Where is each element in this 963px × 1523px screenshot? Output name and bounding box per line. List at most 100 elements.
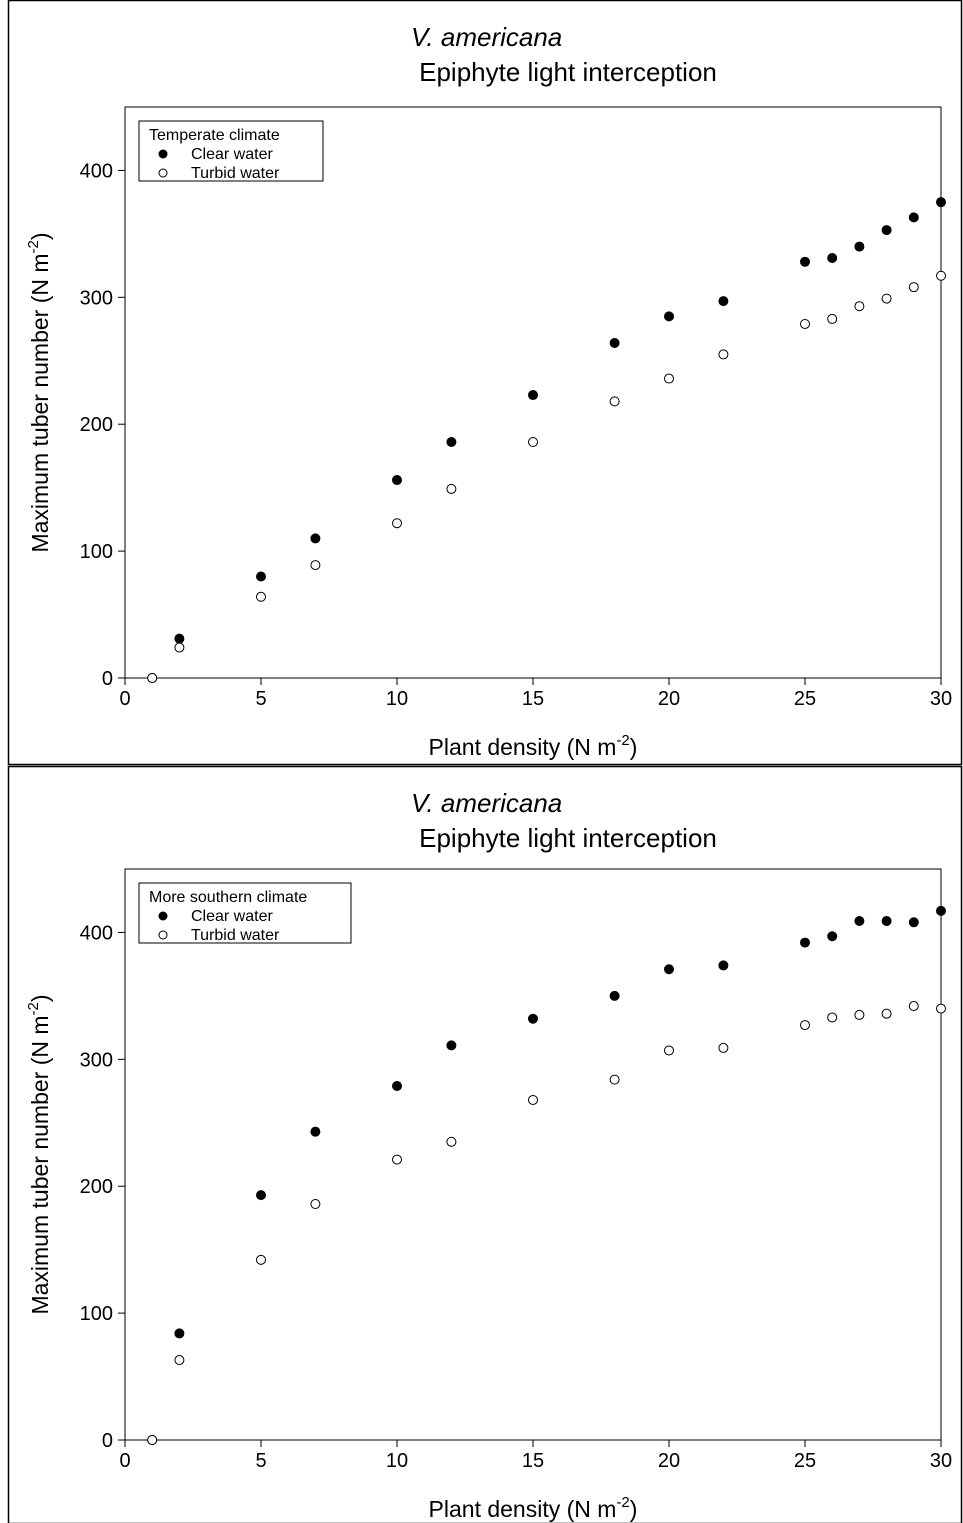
y-tick-label: 400: [80, 160, 113, 182]
data-point: [800, 1020, 810, 1031]
data-point: [446, 436, 457, 447]
data-point: [908, 917, 919, 928]
data-point: [392, 475, 402, 486]
legend-label: Clear water: [191, 908, 273, 925]
x-tick-label: 0: [119, 1450, 130, 1472]
data-point: [881, 225, 892, 236]
y-tick-label: 100: [80, 1303, 113, 1325]
legend-title: Temperate climate: [149, 127, 280, 144]
data-point: [936, 197, 946, 208]
data-point: [854, 301, 865, 312]
data-point: [908, 212, 919, 223]
data-point: [174, 633, 185, 644]
data-point: [310, 1126, 321, 1137]
data-point: [528, 436, 538, 447]
x-tick-label: 10: [386, 1450, 408, 1472]
y-axis-label-sup: -2: [25, 240, 42, 253]
y-tick-label: 0: [102, 668, 113, 690]
legend-label: Clear water: [191, 146, 273, 163]
legend-title: More southern climate: [149, 889, 307, 906]
x-tick-label: 5: [255, 1450, 266, 1472]
legend-label: Turbid water: [191, 165, 280, 182]
data-point: [854, 916, 865, 927]
plot-frame: [124, 868, 942, 1441]
x-axis-label-end: ): [630, 1496, 638, 1522]
x-tick-label: 5: [255, 688, 266, 710]
data-point: [936, 1003, 946, 1014]
data-point: [174, 642, 185, 653]
data-point: [800, 937, 810, 948]
data-point: [664, 373, 674, 384]
data-point: [609, 338, 620, 349]
x-tick-label: 30: [930, 688, 952, 710]
legend-marker: [158, 930, 168, 940]
data-point: [908, 1001, 919, 1012]
data-point: [881, 916, 892, 927]
data-point: [174, 1355, 185, 1366]
data-point: [256, 1254, 266, 1265]
x-tick-label: 0: [119, 688, 130, 710]
data-point: [256, 1190, 266, 1201]
data-point: [174, 1328, 185, 1339]
y-tick-label: 300: [80, 287, 113, 309]
data-point: [827, 252, 838, 263]
data-point: [881, 1008, 892, 1019]
data-point: [854, 1009, 865, 1020]
y-tick-label: 100: [80, 541, 113, 563]
x-tick-label: 25: [794, 1450, 816, 1472]
data-point: [664, 1045, 674, 1056]
data-point: [609, 396, 620, 407]
data-point: [147, 673, 158, 683]
data-point: [528, 390, 538, 401]
x-axis-label-end: ): [630, 734, 638, 760]
x-axis-label-sup: -2: [616, 732, 629, 749]
data-point: [881, 293, 892, 304]
data-point: [147, 1435, 158, 1445]
data-point: [310, 560, 321, 571]
x-axis-label: Plant density (N m-2): [429, 732, 638, 760]
panel-frame: [7, 765, 963, 1523]
data-point: [446, 1136, 457, 1147]
data-point: [800, 256, 810, 267]
legend-marker: [158, 168, 168, 178]
data-point: [827, 313, 838, 324]
data-point: [827, 1012, 838, 1023]
x-tick-label: 10: [386, 688, 408, 710]
y-axis-label-text: Maximum tuber number (N m: [27, 1015, 53, 1314]
data-point: [392, 518, 402, 529]
data-point: [528, 1013, 538, 1024]
data-point: [908, 282, 919, 293]
x-tick-label: 15: [522, 1450, 544, 1472]
data-point: [446, 1040, 457, 1051]
legend-marker: [158, 149, 168, 159]
x-tick-label: 20: [658, 688, 680, 710]
y-axis-label-end: ): [27, 994, 53, 1002]
x-tick-label: 20: [658, 1450, 680, 1472]
chart-title: V. americana: [411, 788, 562, 818]
x-tick-label: 15: [522, 688, 544, 710]
data-point: [664, 311, 674, 322]
data-point: [664, 964, 674, 975]
y-tick-label: 0: [102, 1430, 113, 1452]
data-point: [392, 1080, 402, 1091]
x-tick-label: 30: [930, 1450, 952, 1472]
chart-panel: V. americana Epiphyte light interception 0…: [7, 765, 963, 1523]
data-point: [718, 1042, 729, 1053]
chart-panel: V. americana Epiphyte light interception 0…: [7, 0, 963, 766]
data-point: [310, 1198, 321, 1209]
panel-frame: [7, 0, 963, 766]
chart-title: V. americana: [411, 22, 562, 52]
x-axis-label: Plant density (N m-2): [429, 1494, 638, 1522]
legend-marker: [158, 911, 168, 921]
data-point: [718, 349, 729, 360]
x-axis-label-text: Plant density (N m: [429, 1496, 617, 1522]
y-tick-label: 300: [80, 1049, 113, 1071]
legend-box: [138, 882, 352, 944]
chart-subtitle: Epiphyte light interception: [419, 823, 717, 853]
data-point: [256, 591, 266, 602]
y-tick-label: 200: [80, 1176, 113, 1198]
data-point: [528, 1094, 538, 1105]
legend-label: Turbid water: [191, 927, 280, 944]
data-point: [936, 270, 946, 281]
